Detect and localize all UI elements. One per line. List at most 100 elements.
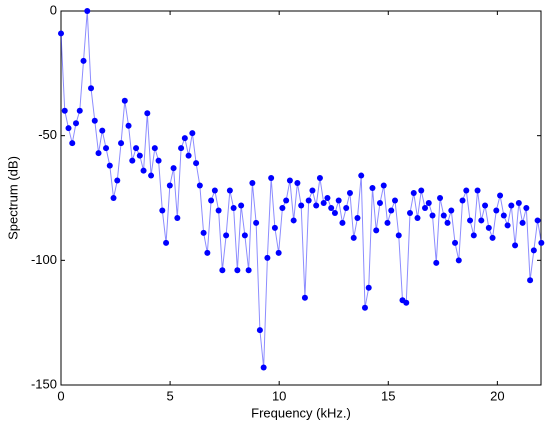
marker [474,187,481,194]
marker [204,249,211,256]
marker [106,162,113,169]
marker [189,130,196,137]
marker [271,224,278,231]
marker [320,199,327,206]
marker [534,217,541,224]
marker [294,180,301,187]
marker [463,187,470,194]
marker [489,234,496,241]
marker [121,97,128,104]
marker [418,187,425,194]
marker [114,177,121,184]
marker [530,247,537,254]
marker [279,204,286,211]
marker [245,267,252,274]
marker [256,327,263,334]
marker [283,197,290,204]
marker [309,187,316,194]
x-tick-label: 0 [57,388,64,403]
marker [219,267,226,274]
marker [452,239,459,246]
x-tick-label: 5 [166,388,173,403]
marker [376,199,383,206]
marker [275,249,282,256]
marker [470,232,477,239]
x-tick-label: 20 [490,388,504,403]
marker [425,199,432,206]
marker [369,185,376,192]
marker [155,157,162,164]
marker [459,197,466,204]
marker [136,152,143,159]
y-axis-label: Spectrum (dB) [5,156,20,240]
marker [61,107,68,114]
marker [178,145,185,152]
marker [478,217,485,224]
marker [455,257,462,264]
marker [422,204,429,211]
marker [358,172,365,179]
marker [485,224,492,231]
marker [223,232,230,239]
marker [144,110,151,117]
y-tick-label: 0 [50,2,57,17]
marker [110,195,117,201]
marker [298,202,305,209]
marker [253,219,260,226]
marker [88,85,95,92]
marker [429,212,436,219]
marker [437,195,444,201]
marker [380,182,387,189]
marker [241,232,248,239]
marker [196,182,203,189]
y-tick-label: -150 [31,376,57,391]
marker [133,145,140,152]
marker [249,180,256,187]
marker [301,294,308,301]
marker [339,219,346,226]
marker [313,202,320,209]
x-axis-label: Frequency (kHz.) [251,405,351,420]
marker [365,284,372,291]
marker [395,232,402,239]
x-tick-label: 15 [381,388,395,403]
marker [433,259,440,266]
marker [343,204,350,211]
x-tick-label: 10 [272,388,286,403]
marker [170,165,177,172]
marker [414,214,421,221]
marker [118,140,125,147]
marker [331,209,338,216]
marker [80,57,87,64]
marker [69,140,76,147]
marker [515,199,522,206]
marker [211,187,218,194]
marker [493,207,500,214]
marker [508,202,515,209]
marker [208,197,215,204]
marker [373,227,380,234]
marker [268,175,275,182]
marker [527,277,534,284]
marker [95,150,102,157]
marker [335,197,342,204]
marker [444,219,451,226]
marker [91,117,98,124]
marker [148,172,155,179]
marker [76,107,83,114]
marker [328,204,335,211]
marker [193,160,200,167]
marker [388,207,395,214]
marker [403,299,410,306]
marker [65,125,72,132]
marker [140,167,147,174]
marker [238,202,245,209]
marker [163,239,170,246]
marker [200,229,207,236]
marker [350,234,357,241]
y-tick-label: -100 [31,252,57,267]
marker [84,8,91,14]
marker [260,364,267,371]
marker [125,122,132,129]
